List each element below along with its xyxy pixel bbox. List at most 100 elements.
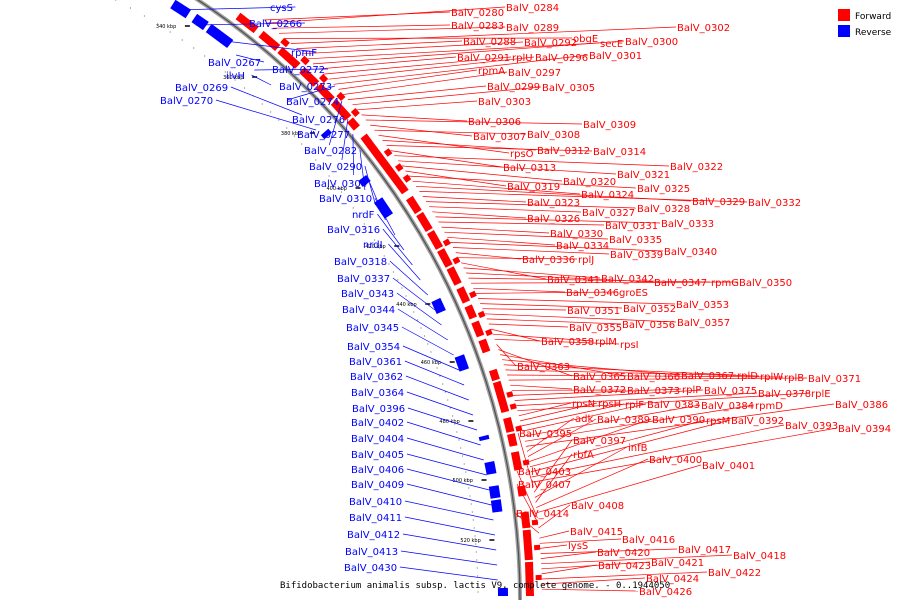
- forward-gene-label[interactable]: BalV_0342: [601, 274, 654, 285]
- forward-gene-label[interactable]: secE: [600, 39, 623, 50]
- forward-gene-label[interactable]: rbfA: [573, 450, 594, 461]
- forward-gene-label[interactable]: BalV_0300: [625, 37, 678, 48]
- forward-gene-label[interactable]: BalV_0327: [582, 208, 635, 219]
- forward-gene-label[interactable]: rpsN: [572, 399, 595, 410]
- reverse-gene-label[interactable]: BalV_0361: [349, 357, 402, 368]
- forward-gene-label[interactable]: BalV_0336: [522, 255, 575, 266]
- forward-gene-label[interactable]: BalV_0400: [649, 455, 702, 466]
- forward-gene-label[interactable]: BalV_0355: [569, 323, 622, 334]
- forward-gene-label[interactable]: BalV_0403: [518, 467, 571, 478]
- reverse-gene-label[interactable]: BalV_0410: [349, 497, 402, 508]
- forward-gene-label[interactable]: BalV_0341: [547, 275, 600, 286]
- forward-gene-label[interactable]: BalV_0417: [678, 545, 731, 556]
- forward-gene-label[interactable]: BalV_0422: [708, 568, 761, 579]
- reverse-gene-label[interactable]: BalV_0277: [297, 130, 350, 141]
- forward-gene-label[interactable]: BalV_0358: [541, 337, 594, 348]
- forward-gene-label[interactable]: adk: [575, 414, 593, 425]
- forward-gene-label[interactable]: BalV_0333: [661, 219, 714, 230]
- reverse-gene-label[interactable]: BalV_0362: [350, 372, 403, 383]
- forward-gene-label[interactable]: BalV_0356: [622, 320, 675, 331]
- forward-gene-label[interactable]: BalV_0408: [571, 501, 624, 512]
- forward-gene-label[interactable]: BalV_0421: [651, 558, 704, 569]
- forward-gene-label[interactable]: BalV_0326: [527, 214, 580, 225]
- forward-gene-label[interactable]: BalV_0353: [676, 300, 729, 311]
- forward-gene-label[interactable]: BalV_0331: [605, 221, 658, 232]
- forward-gene-label[interactable]: rpmA: [478, 66, 505, 77]
- forward-gene-label[interactable]: BalV_0384: [701, 401, 754, 412]
- forward-gene-label[interactable]: BalV_0296: [535, 53, 588, 64]
- forward-gene-label[interactable]: rplP: [682, 385, 701, 396]
- forward-gene-label[interactable]: rpsM: [706, 416, 730, 427]
- forward-gene-label[interactable]: BalV_0328: [637, 204, 690, 215]
- reverse-gene-label[interactable]: BalV_0272: [272, 65, 325, 76]
- forward-gene-label[interactable]: rpsI: [620, 340, 639, 351]
- forward-gene-label[interactable]: BalV_0283: [451, 21, 504, 32]
- forward-gene-label[interactable]: BalV_0367: [681, 371, 734, 382]
- reverse-gene-label[interactable]: BalV_0354: [347, 342, 400, 353]
- forward-gene-label[interactable]: BalV_0289: [506, 23, 559, 34]
- reverse-gene-label[interactable]: BalV_0267: [208, 58, 261, 69]
- reverse-gene-label[interactable]: rpmF: [291, 48, 317, 59]
- forward-gene-label[interactable]: BalV_0407: [518, 480, 571, 491]
- forward-gene-label[interactable]: BalV_0372: [573, 385, 626, 396]
- forward-gene-label[interactable]: BalV_0371: [808, 374, 861, 385]
- forward-gene-label[interactable]: BalV_0332: [748, 198, 801, 209]
- forward-gene-label[interactable]: BalV_0389: [597, 415, 650, 426]
- forward-gene-label[interactable]: BalV_0414: [516, 509, 569, 520]
- reverse-gene-label[interactable]: BalV_0274: [286, 97, 339, 108]
- forward-gene-label[interactable]: groES: [619, 288, 648, 299]
- forward-gene-label[interactable]: BalV_0375: [704, 386, 757, 397]
- forward-gene-label[interactable]: BalV_0325: [637, 184, 690, 195]
- forward-gene-label[interactable]: BalV_0320: [563, 177, 616, 188]
- reverse-gene-label[interactable]: BalV_0409: [351, 480, 404, 491]
- forward-gene-label[interactable]: BalV_0365: [573, 372, 626, 383]
- forward-gene-label[interactable]: BalV_0346: [566, 288, 619, 299]
- forward-gene-label[interactable]: BalV_0291: [457, 53, 510, 64]
- reverse-gene-label[interactable]: BalV_0406: [351, 465, 404, 476]
- forward-gene-label[interactable]: BalV_0420: [597, 548, 650, 559]
- forward-gene-label[interactable]: BalV_0330: [550, 229, 603, 240]
- forward-gene-label[interactable]: rplF: [625, 400, 644, 411]
- reverse-gene-label[interactable]: BalV_0345: [346, 323, 399, 334]
- forward-gene-label[interactable]: BalV_0392: [731, 416, 784, 427]
- forward-gene-label[interactable]: BalV_0357: [677, 318, 730, 329]
- forward-gene-label[interactable]: BalV_0424: [646, 574, 699, 585]
- forward-gene-label[interactable]: rplE: [811, 389, 831, 400]
- forward-gene-label[interactable]: BalV_0301: [589, 51, 642, 62]
- forward-gene-label[interactable]: BalV_0313: [503, 163, 556, 174]
- forward-gene-label[interactable]: BalV_0415: [570, 527, 623, 538]
- forward-gene-label[interactable]: BalV_0308: [527, 130, 580, 141]
- reverse-gene-label[interactable]: BalV_0404: [351, 434, 404, 445]
- forward-gene-label[interactable]: rpmD: [755, 401, 783, 412]
- reverse-gene-label[interactable]: BalV_0276: [292, 115, 345, 126]
- reverse-gene-label[interactable]: BalV_0304: [314, 179, 367, 190]
- reverse-gene-label[interactable]: nrdI: [363, 240, 383, 251]
- forward-gene-label[interactable]: rpsH: [598, 399, 621, 410]
- forward-gene-label[interactable]: rplB: [784, 373, 804, 384]
- reverse-gene-label[interactable]: BalV_0396: [352, 404, 405, 415]
- forward-gene-label[interactable]: BalV_0323: [527, 198, 580, 209]
- forward-gene-label[interactable]: BalV_0397: [573, 436, 626, 447]
- forward-gene-label[interactable]: BalV_0395: [519, 429, 572, 440]
- reverse-gene-label[interactable]: BalV_0343: [341, 289, 394, 300]
- reverse-gene-label[interactable]: BalV_0270: [160, 96, 213, 107]
- forward-gene-label[interactable]: BalV_0394: [838, 424, 891, 435]
- forward-gene-label[interactable]: BalV_0363: [517, 362, 570, 373]
- forward-gene-label[interactable]: BalV_0329: [692, 197, 745, 208]
- forward-gene-label[interactable]: rplJ: [578, 255, 594, 266]
- forward-gene-label[interactable]: BalV_0307: [473, 132, 526, 143]
- forward-gene-label[interactable]: rpmG: [711, 278, 739, 289]
- forward-gene-label[interactable]: BalV_0322: [670, 162, 723, 173]
- forward-gene-label[interactable]: BalV_0324: [581, 190, 634, 201]
- reverse-gene-label[interactable]: BalV_0405: [351, 450, 404, 461]
- forward-gene-label[interactable]: BalV_0284: [506, 3, 559, 14]
- forward-gene-label[interactable]: BalV_0351: [567, 306, 620, 317]
- forward-gene-label[interactable]: BalV_0350: [739, 278, 792, 289]
- forward-gene-label[interactable]: BalV_0347: [654, 278, 707, 289]
- reverse-gene-label[interactable]: BalV_0290: [309, 162, 362, 173]
- reverse-gene-label[interactable]: nrdF: [352, 210, 375, 221]
- forward-gene-label[interactable]: BalV_0373: [627, 386, 680, 397]
- forward-gene-label[interactable]: lysS: [568, 541, 588, 552]
- reverse-gene-label[interactable]: BalV_0273: [279, 82, 332, 93]
